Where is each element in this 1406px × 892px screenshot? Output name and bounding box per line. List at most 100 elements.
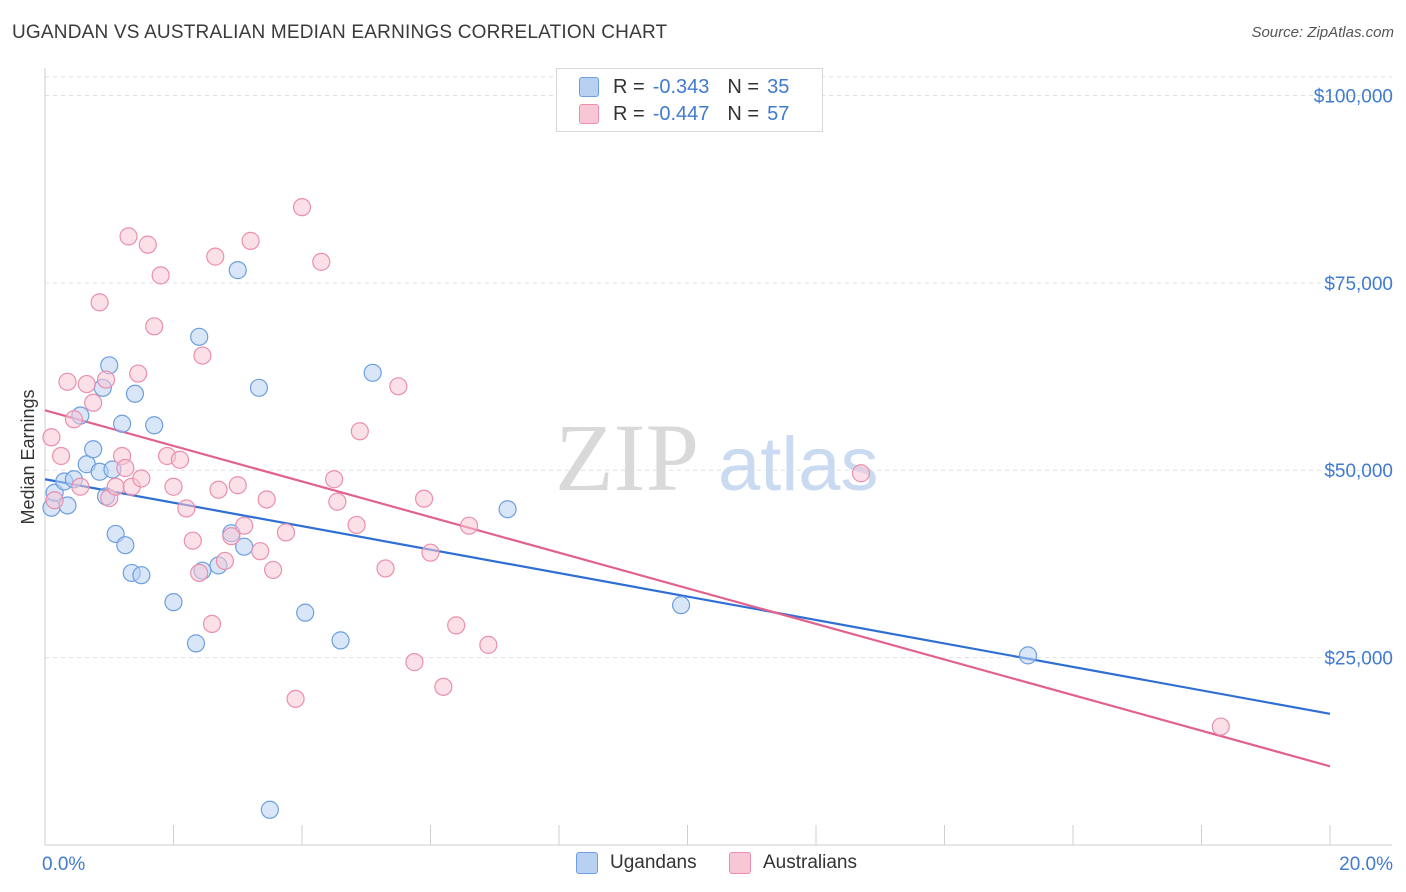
australian-point — [209, 480, 228, 499]
australian-point — [164, 477, 183, 496]
ugandan-point — [228, 261, 247, 280]
australian-point — [292, 198, 312, 217]
australians-trend-line — [44, 409, 1331, 768]
australian-point — [145, 317, 164, 336]
ugandan-point — [112, 414, 132, 433]
ugandan-point — [671, 596, 691, 615]
australian-point — [434, 677, 453, 696]
australian-point — [58, 372, 77, 391]
australian-point — [257, 490, 276, 509]
australian-point — [190, 563, 209, 583]
ugandan-point — [498, 500, 517, 519]
australian-point — [119, 227, 138, 246]
x-tick-label: 20.0% — [1339, 854, 1393, 875]
y-axis-title: Median Earnings — [18, 389, 38, 524]
australian-point — [129, 364, 148, 383]
watermark-zip: ZIP — [555, 404, 699, 511]
trend-lines — [44, 409, 1331, 768]
australian-point — [414, 489, 434, 508]
australian-point — [96, 370, 116, 389]
axes — [44, 68, 1392, 846]
australian-point — [42, 428, 61, 447]
chart-title: UGANDAN VS AUSTRALIAN MEDIAN EARNINGS CO… — [12, 22, 668, 43]
watermark-atlas: atlas — [718, 422, 879, 507]
australian-point — [222, 527, 241, 546]
australian-point — [235, 516, 254, 535]
legend-row-ugandans: R = -0.343 N = 35 — [579, 75, 789, 99]
australian-point — [1211, 717, 1230, 736]
legend-r-label: R = — [613, 75, 645, 98]
series-legend: Ugandans Australians — [0, 852, 1406, 878]
ugandans-trend-line — [44, 478, 1331, 715]
ugandan-point — [1018, 646, 1038, 665]
australian-point — [459, 516, 479, 535]
australian-point — [84, 393, 103, 412]
legend-label-australians: Australians — [763, 852, 857, 873]
ugandans-swatch — [579, 77, 599, 97]
australian-point — [71, 477, 90, 496]
australian-point — [325, 470, 344, 489]
ugandan-point — [363, 363, 382, 382]
australian-point — [202, 614, 222, 633]
y-tick-label: $25,000 — [1324, 649, 1393, 670]
australian-point — [177, 499, 196, 518]
australian-point — [251, 542, 270, 561]
australian-point — [479, 635, 498, 654]
ugandan-point — [132, 566, 151, 585]
australian-point — [263, 560, 283, 580]
australians-legend-swatch — [729, 852, 751, 874]
australian-point — [51, 446, 71, 466]
australian-point — [389, 377, 408, 396]
australian-point — [90, 293, 109, 312]
australian-point — [228, 476, 247, 495]
legend-n-label: N = — [727, 75, 760, 98]
australian-point — [170, 450, 190, 469]
ugandan-point — [84, 440, 103, 459]
ugandan-point — [164, 593, 183, 612]
legend-item-ugandans[interactable]: Ugandans — [576, 852, 697, 874]
australian-point — [350, 422, 369, 441]
australian-point — [241, 231, 260, 250]
australian-point — [328, 492, 347, 511]
legend-r-value: -0.343 — [652, 75, 710, 98]
watermark: ZIP atlas — [555, 404, 879, 511]
australian-point — [376, 559, 395, 578]
legend-n-label: N = — [727, 102, 760, 125]
australian-point — [421, 543, 440, 562]
australian-point — [116, 458, 135, 478]
australian-point — [138, 235, 157, 254]
australian-point — [206, 247, 225, 266]
y-tick-label: $100,000 — [1314, 86, 1393, 107]
legend-label-ugandans: Ugandans — [610, 852, 697, 873]
australian-point — [447, 616, 466, 635]
ugandan-point — [145, 416, 164, 435]
correlation-legend: R = -0.343 N = 35 R = -0.447 N = 57 — [556, 68, 823, 132]
australian-point — [77, 374, 96, 394]
ugandan-point — [296, 603, 315, 622]
ugandan-point — [249, 378, 269, 397]
australian-point — [106, 477, 125, 496]
x-tick-label: 0.0% — [42, 854, 85, 875]
ugandans-legend-swatch — [576, 852, 598, 874]
ugandan-point — [190, 327, 209, 346]
legend-n-value: 57 — [767, 102, 790, 125]
y-tick-label: $75,000 — [1324, 274, 1393, 295]
australian-point — [286, 689, 305, 708]
australian-point — [64, 410, 84, 429]
tick-labels: $25,000 $50,000 $75,000 $100,000 0.0% 20.0% Me… — [18, 86, 1393, 875]
ugandan-point — [116, 536, 135, 555]
australian-point — [405, 653, 424, 672]
y-tick-label: $50,000 — [1324, 461, 1393, 482]
ugandan-point — [260, 800, 279, 819]
australian-point — [215, 551, 234, 571]
data-points — [42, 198, 1230, 819]
australian-point — [132, 469, 151, 488]
australian-point — [193, 346, 212, 365]
australian-point — [276, 523, 296, 542]
australian-point — [347, 515, 366, 535]
ugandan-point — [125, 384, 145, 403]
australian-point — [183, 531, 202, 550]
legend-item-australians[interactable]: Australians — [729, 852, 857, 874]
legend-r-label: R = — [613, 102, 645, 125]
